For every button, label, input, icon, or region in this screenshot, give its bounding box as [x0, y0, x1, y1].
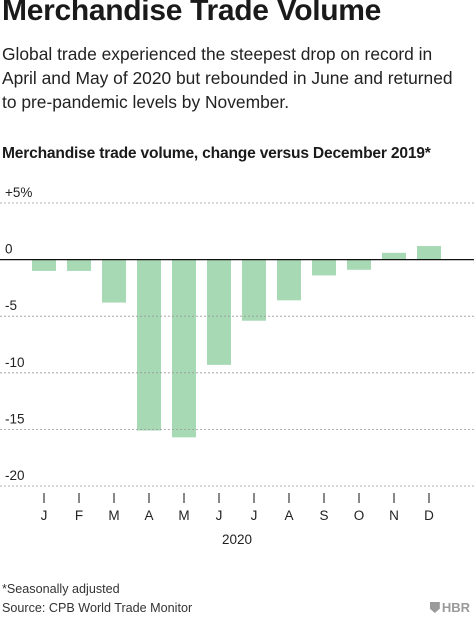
bar	[312, 259, 336, 276]
x-tick-label: A	[144, 508, 153, 523]
bar	[417, 246, 441, 260]
x-tick-label: M	[178, 508, 189, 523]
x-tick-label: J	[251, 508, 258, 523]
y-tick-label: -20	[5, 468, 25, 483]
bar	[242, 259, 266, 321]
bar	[172, 259, 196, 438]
chart-bars	[32, 246, 441, 438]
x-axis-title: 2020	[222, 532, 252, 547]
bar	[137, 259, 161, 431]
x-tick-label: N	[389, 508, 399, 523]
x-tick-label: J	[41, 508, 48, 523]
y-tick-label: -10	[5, 355, 25, 370]
bar	[207, 259, 231, 365]
y-tick-label: 0	[5, 242, 13, 257]
bar	[382, 252, 406, 260]
page-title: Merchandise Trade Volume	[2, 0, 382, 27]
source-note: Source: CPB World Trade Monitor	[2, 601, 193, 615]
bar	[32, 259, 56, 271]
bar	[347, 259, 371, 270]
y-tick-label: -5	[5, 298, 17, 313]
y-axis-labels: +5% 0 -5 -10 -15 -20	[5, 185, 32, 483]
bar	[102, 259, 126, 303]
y-tick-label: -15	[5, 411, 25, 426]
bar	[67, 259, 91, 271]
x-tick-label: D	[424, 508, 434, 523]
footnote: *Seasonally adjusted	[2, 582, 120, 596]
chart-title: Merchandise trade volume, change versus …	[2, 145, 431, 162]
subtitle: Global trade experienced the steepest dr…	[2, 44, 453, 112]
logo-text: HBR	[441, 600, 470, 615]
bar-chart: +5% 0 -5 -10 -15 -20 J F M A M J J A S O N D 2020	[0, 185, 474, 547]
x-tick-label: F	[75, 508, 83, 523]
x-tick-label: S	[319, 508, 328, 523]
hbr-logo: HBR	[429, 600, 470, 615]
shield-icon	[429, 602, 440, 613]
chart-grid	[0, 202, 474, 487]
x-tick-label: M	[108, 508, 119, 523]
x-tick-label: O	[354, 508, 365, 523]
y-tick-label: +5%	[5, 185, 32, 200]
x-tick-label: J	[216, 508, 223, 523]
x-tick-label: A	[284, 508, 293, 523]
bar	[277, 259, 301, 301]
